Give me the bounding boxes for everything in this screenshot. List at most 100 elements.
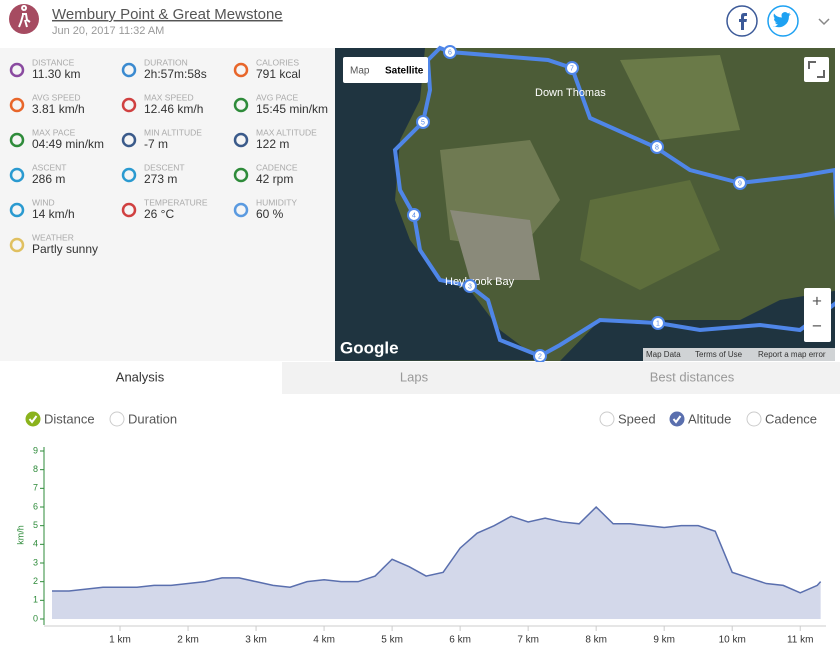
- stat-icon: [121, 167, 137, 183]
- fullscreen-glyph: [808, 61, 825, 78]
- x-tick-label: 6 km: [449, 635, 471, 646]
- stat-label: DESCENT: [144, 162, 185, 172]
- stat-label: CADENCE: [256, 162, 298, 172]
- stat-icon: [121, 202, 137, 218]
- stat-label: MAX ALTITUDE: [256, 127, 317, 137]
- x-tick-label: 7 km: [517, 635, 539, 646]
- toggle[interactable]: [109, 411, 125, 427]
- stats-panel: [0, 48, 335, 361]
- map-type-control: [343, 57, 428, 83]
- toggle-label[interactable]: Cadence: [765, 411, 817, 426]
- y-axis-label: km/h: [15, 525, 25, 545]
- waypoint: [651, 316, 665, 330]
- toggle[interactable]: [669, 411, 685, 427]
- waypoint: [443, 45, 457, 59]
- toggle-label[interactable]: Distance: [44, 411, 95, 426]
- stat-label: DURATION: [144, 57, 188, 67]
- stat-icon: [233, 202, 249, 218]
- waypoint-label: 7: [570, 65, 574, 72]
- tab-bar[interactable]: [282, 362, 840, 394]
- y-tick-label: 2: [33, 576, 38, 586]
- stat-value: 286 m: [32, 172, 65, 186]
- area-fill: [52, 507, 821, 619]
- zoom-control: [804, 288, 831, 342]
- x-tick-label: 4 km: [313, 635, 335, 646]
- place-label: Down Thomas: [535, 87, 606, 99]
- x-tick-label: 1 km: [109, 635, 131, 646]
- map-brand: Google: [340, 338, 399, 357]
- stat-icon: [9, 237, 25, 253]
- stat-label: MAX SPEED: [144, 92, 194, 102]
- stat-icon: [121, 132, 137, 148]
- tab[interactable]: Laps: [400, 369, 429, 384]
- stat-value: 60 %: [256, 207, 284, 221]
- stat-icon: [9, 202, 25, 218]
- collapse-chevron[interactable]: [818, 18, 830, 26]
- stat-label: DISTANCE: [32, 57, 75, 67]
- toggle[interactable]: [599, 411, 615, 427]
- stat-value: 2h:57m:58s: [144, 67, 207, 81]
- x-tick-label: 8 km: [585, 635, 607, 646]
- tab-active[interactable]: [0, 362, 282, 394]
- check-glyph: [28, 415, 38, 424]
- stat-icon: [233, 62, 249, 78]
- stat-icon: [233, 132, 249, 148]
- map-sea: [560, 290, 840, 361]
- map-field: [620, 55, 740, 140]
- map[interactable]: Map Satellite Down Thomas Heybrook Bay 1 2 3 4 5…: [335, 45, 840, 363]
- waypoint: [416, 115, 430, 129]
- waypoint-label: 5: [421, 119, 425, 126]
- stat-icon: [9, 132, 25, 148]
- waypoint-label: 2: [538, 353, 542, 360]
- x-tick-label: 5 km: [381, 635, 403, 646]
- stat-label: TEMPERATURE: [144, 197, 208, 207]
- stat-icon: [121, 62, 137, 78]
- y-tick-label: 4: [33, 539, 38, 549]
- stat-value: 15:45 min/km: [256, 102, 328, 116]
- stat-label: AVG SPEED: [32, 92, 81, 102]
- waypoint: [650, 140, 664, 154]
- toggle[interactable]: [746, 411, 762, 427]
- tab[interactable]: Best distances: [650, 369, 735, 384]
- stat-icon: [121, 97, 137, 113]
- map-footer-link[interactable]: Map Data: [646, 350, 681, 359]
- facebook-glyph: [739, 13, 747, 30]
- toggle-label[interactable]: Altitude: [688, 411, 731, 426]
- waypoint-label: 3: [468, 283, 472, 290]
- waypoint-label: 4: [412, 212, 416, 219]
- y-tick-label: 8: [33, 464, 38, 474]
- stat-value: Partly sunny: [32, 242, 98, 256]
- stat-label: CALORIES: [256, 57, 299, 67]
- stat-label: MAX PACE: [32, 127, 76, 137]
- zoom-out[interactable]: −: [812, 316, 822, 335]
- toggle-label[interactable]: Duration: [128, 411, 177, 426]
- stat-value: 04:49 min/km: [32, 137, 104, 151]
- activity-title[interactable]: Wembury Point & Great Mewstone: [52, 6, 283, 23]
- stat-value: 3.81 km/h: [32, 102, 85, 116]
- map-village: [450, 210, 540, 280]
- map-field: [580, 180, 720, 290]
- y-tick-label: 6: [33, 501, 38, 511]
- toggle-label[interactable]: Speed: [618, 411, 656, 426]
- map-footer-link[interactable]: Terms of Use: [695, 350, 743, 359]
- map-button[interactable]: Map: [350, 66, 370, 77]
- x-tick-label: 11 km: [787, 635, 814, 646]
- map-footer-link[interactable]: Report a map error: [758, 350, 826, 359]
- stat-label: AVG PACE: [256, 92, 299, 102]
- fullscreen-button[interactable]: [804, 57, 829, 82]
- x-tick-label: 10 km: [719, 635, 746, 646]
- stat-value: 122 m: [256, 137, 289, 151]
- stat-icon: [9, 62, 25, 78]
- tab[interactable]: Analysis: [116, 369, 165, 384]
- stat-value: 273 m: [144, 172, 177, 186]
- waypoint: [463, 279, 477, 293]
- y-tick-label: 7: [33, 483, 38, 493]
- map-button[interactable]: Satellite: [385, 66, 424, 77]
- stat-value: 791 kcal: [256, 67, 301, 81]
- map-sea: [335, 48, 540, 361]
- zoom-in[interactable]: +: [812, 291, 822, 310]
- twitter-glyph: [773, 12, 791, 28]
- waypoint-label: 8: [655, 144, 659, 151]
- stat-value: -7 m: [144, 137, 168, 151]
